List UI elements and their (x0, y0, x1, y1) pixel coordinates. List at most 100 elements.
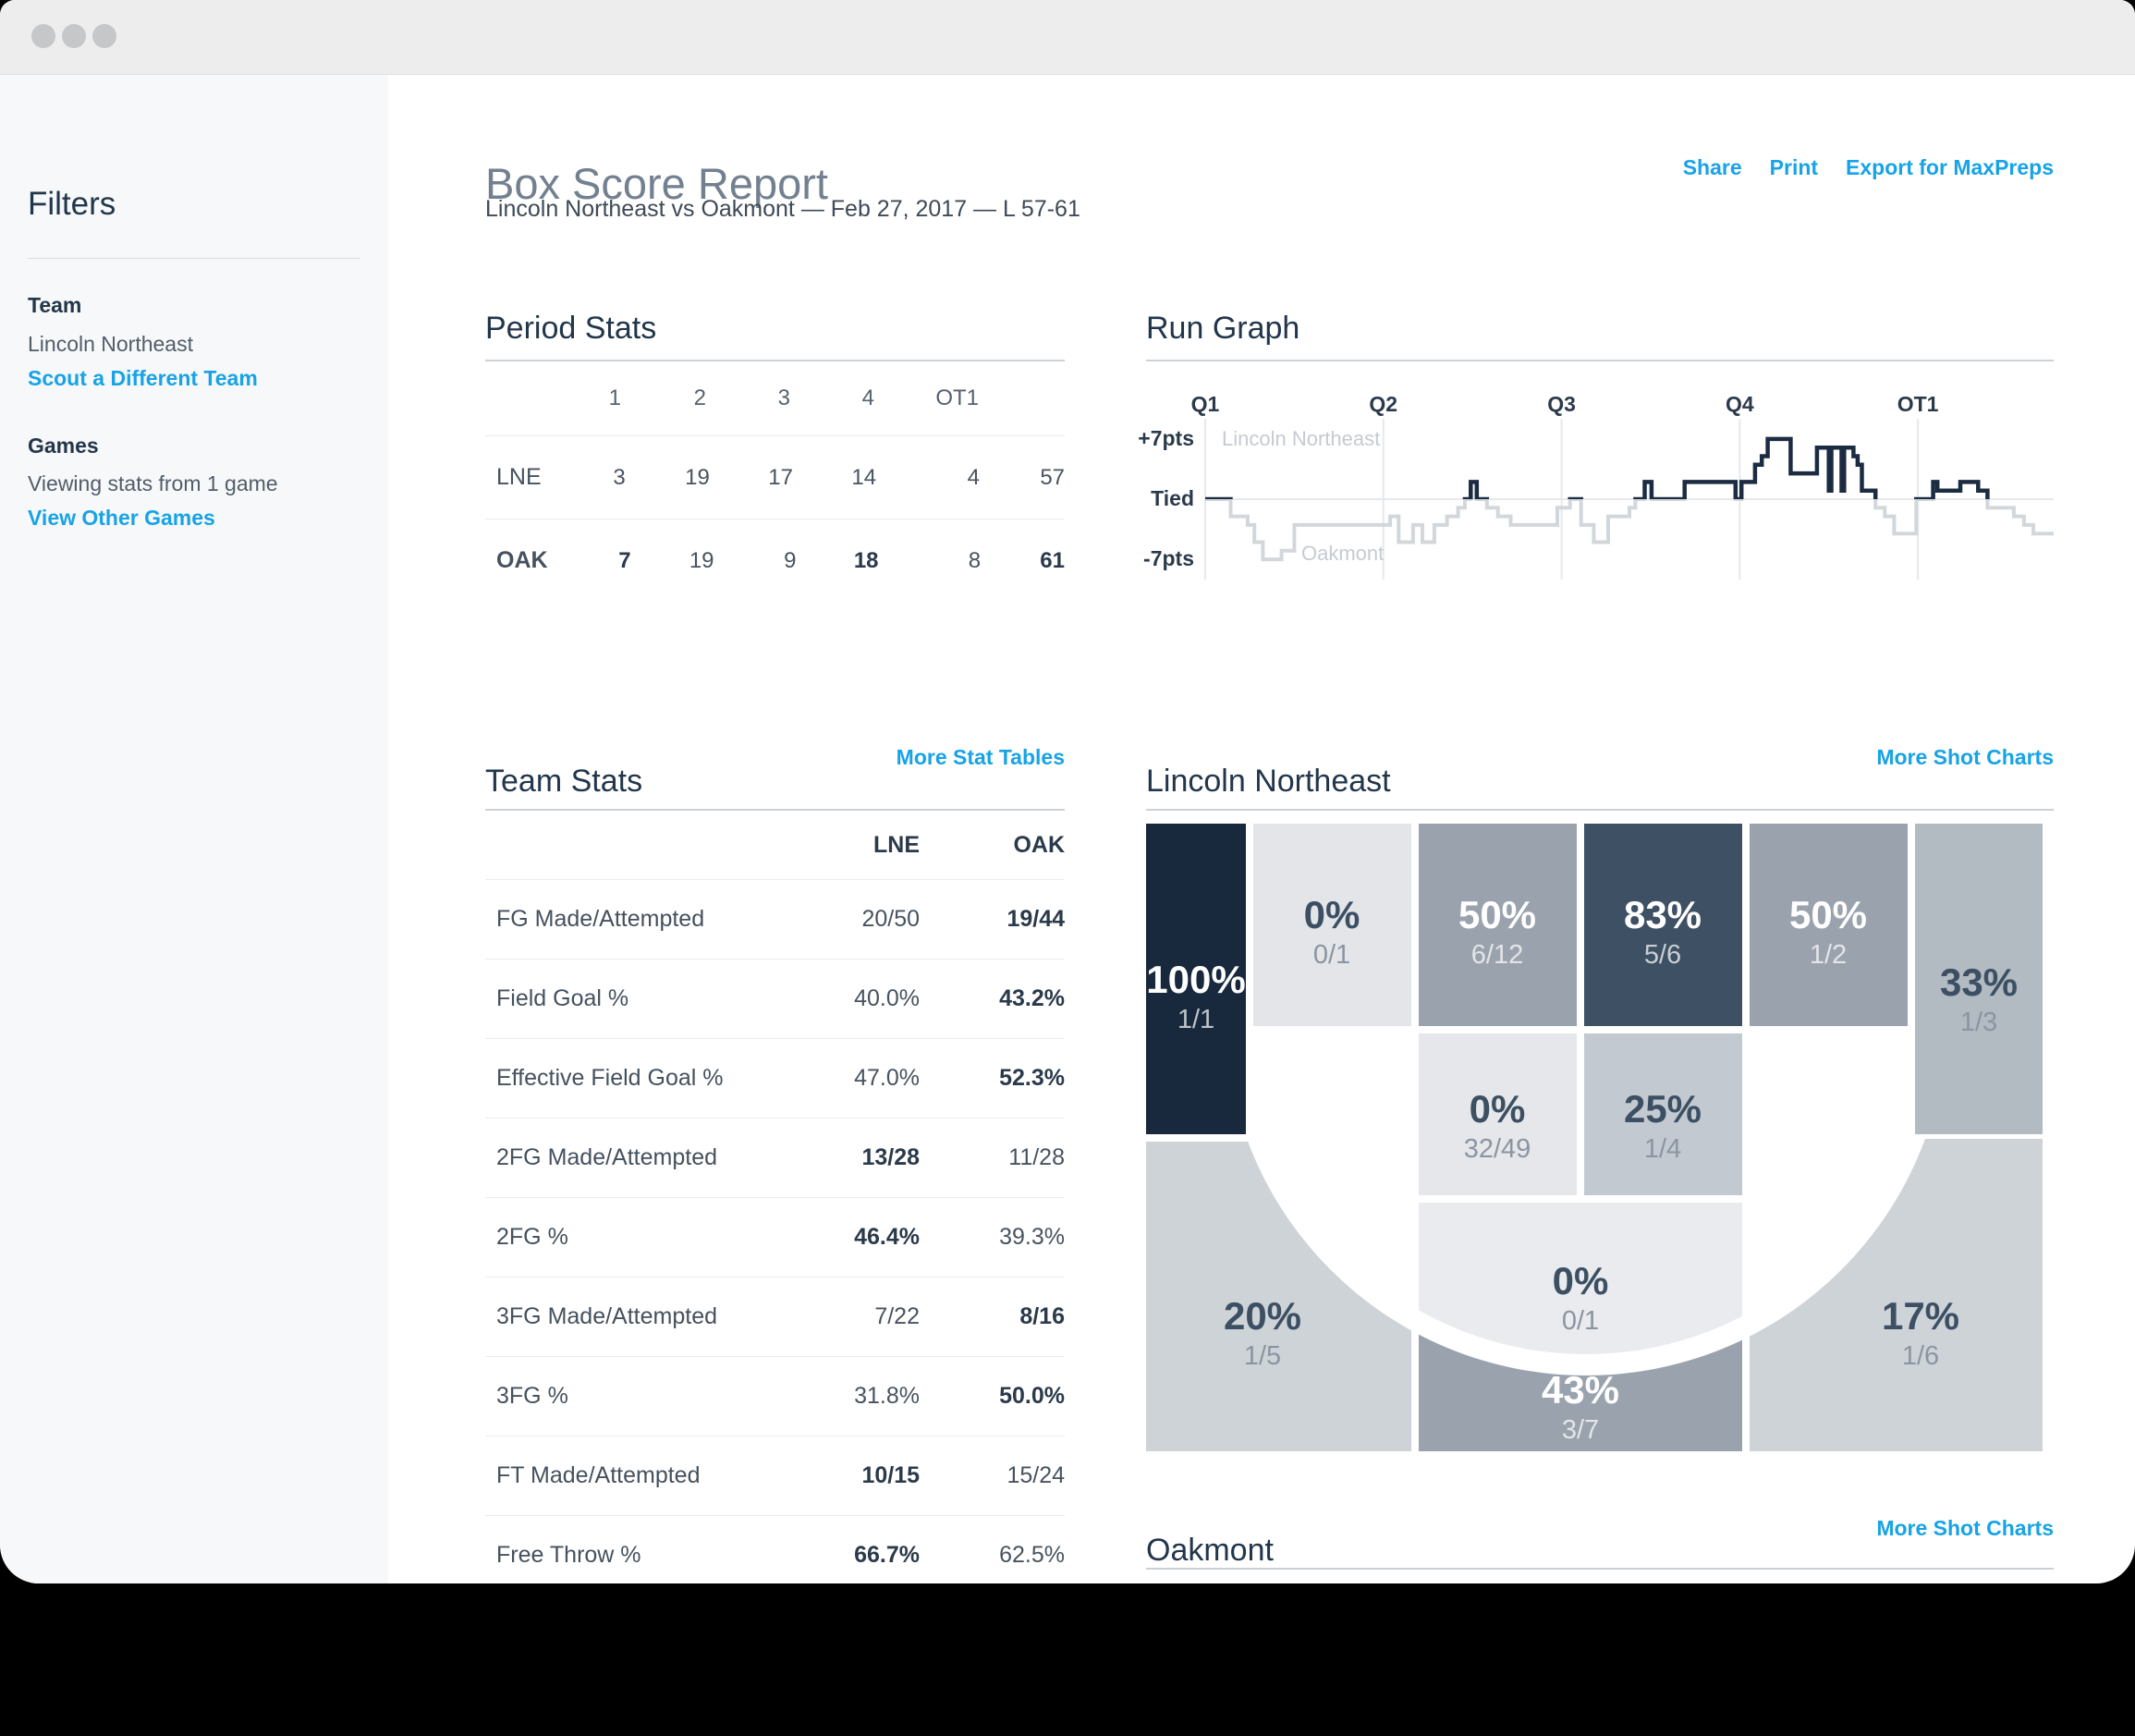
period-stats-title: Period Stats (485, 311, 657, 347)
shot-zone-pct: 0% (1552, 1259, 1609, 1302)
stat-value-lne: 7/22 (874, 1303, 920, 1329)
share-link[interactable]: Share (1682, 155, 1742, 179)
period-column-header: 3 (777, 385, 790, 410)
period-score-cell: 3 (613, 464, 626, 490)
period-score-cell: 19 (689, 547, 714, 573)
stat-value-oak: 19/44 (1006, 906, 1065, 932)
shot-zone-right-mid: 17% 1/6 (1882, 1295, 1959, 1375)
window-control-maximize-icon[interactable] (92, 24, 116, 48)
period-column-header: 2 (693, 385, 706, 410)
period-column-header: 4 (861, 385, 874, 410)
stat-label: 2FG Made/Attempted (496, 1144, 718, 1170)
oakmont-shot-chart-title: Oakmont (1146, 1533, 1274, 1569)
period-score-cell: 18 (853, 547, 879, 573)
team-stats-row: 3FG % 31.8% 50.0% (485, 1357, 1065, 1436)
run-graph-y-label: Tied (1151, 486, 1194, 510)
games-filter-label: Games (28, 434, 99, 458)
period-score-cell: 14 (851, 464, 877, 490)
stat-value-oak: 8/16 (1019, 1303, 1065, 1329)
stat-value-lne: 66.7% (854, 1542, 920, 1568)
shot-zone-paint-left: 0% 32/49 (1464, 1088, 1531, 1168)
shot-zone-pct: 25% (1623, 1087, 1702, 1131)
shot-zone-frac: 1/1 (1177, 1005, 1215, 1034)
shot-zone-pct: 83% (1623, 893, 1702, 936)
shot-zone-right-elbow-3: 50% 1/2 (1789, 894, 1867, 973)
run-graph-y-label: +7pts (1138, 426, 1194, 450)
shot-zone-pct: 33% (1939, 960, 2019, 1004)
shot-zone-frac: 1/5 (1243, 1341, 1282, 1371)
shot-zone-frac: 1/6 (1901, 1341, 1940, 1371)
stat-value-lne: 31.8% (854, 1383, 920, 1409)
app-window: Filters Team Lincoln Northeast Scout a D… (0, 0, 2135, 1583)
stat-value-oak: 52.3% (999, 1065, 1065, 1091)
shot-zone-frac: 0/1 (1561, 1306, 1600, 1336)
stat-label: 2FG % (496, 1224, 568, 1250)
team-stats-divider (485, 809, 1065, 811)
shot-zone-paint-right: 25% 1/4 (1624, 1088, 1702, 1168)
window-titlebar (0, 0, 2135, 75)
games-filter-status: Viewing stats from 1 game (28, 471, 278, 495)
stat-label: 3FG % (496, 1383, 568, 1409)
window-control-close-icon[interactable] (31, 24, 55, 48)
view-other-games-link[interactable]: View Other Games (28, 506, 215, 530)
run-graph-series-label-lne: Lincoln Northeast (1222, 427, 1381, 450)
print-link[interactable]: Print (1769, 155, 1819, 179)
shot-chart-heading-divider (1146, 809, 2054, 811)
shot-zone-left-elbow-3: 50% 6/12 (1458, 894, 1536, 973)
team-stats-row: 3FG Made/Attempted 7/22 8/16 (485, 1278, 1065, 1357)
sidebar-divider (28, 258, 360, 259)
run-graph-quarter-label: Q2 (1369, 392, 1398, 416)
team-stats-row: FT Made/Attempted 10/15 15/24 (485, 1436, 1065, 1516)
team-stats-row: FG Made/Attempted 20/50 19/44 (485, 880, 1065, 960)
stat-label: Field Goal % (496, 985, 629, 1011)
more-stat-tables-link[interactable]: More Stat Tables (896, 745, 1065, 769)
export-maxpreps-link[interactable]: Export for MaxPreps (1846, 155, 2054, 179)
period-column-header: OT1 (935, 385, 979, 410)
shot-zone-free-throw: 0% 0/1 (1553, 1260, 1609, 1339)
header-actions: Share Print Export for MaxPreps (1683, 155, 2054, 180)
more-shot-charts-link-oak[interactable]: More Shot Charts (1876, 1516, 2054, 1540)
run-graph-chart (1204, 419, 2054, 580)
period-score-cell: 57 (1040, 464, 1066, 490)
shot-chart-title: Lincoln Northeast (1146, 764, 1391, 800)
stat-value-oak: 43.2% (999, 985, 1065, 1011)
shot-zone-frac: 3/7 (1561, 1415, 1600, 1445)
run-graph-quarter-label: OT1 (1897, 392, 1939, 416)
stat-value-lne: 20/50 (861, 906, 920, 932)
scout-different-team-link[interactable]: Scout a Different Team (28, 366, 258, 390)
period-team-label: LNE (496, 464, 542, 490)
shot-zone-pct: 0% (1303, 893, 1360, 936)
period-score-cell: 19 (685, 464, 710, 490)
period-score-cell: 7 (618, 547, 631, 573)
shot-zone-frac: 1/2 (1809, 940, 1848, 970)
period-score-cell: 17 (768, 464, 793, 490)
shot-zone-pct: 17% (1881, 1294, 1960, 1338)
team-stats-row: Field Goal % 40.0% 43.2% (485, 960, 1065, 1039)
team-filter-value: Lincoln Northeast (28, 332, 193, 356)
stat-value-oak: 50.0% (999, 1383, 1065, 1409)
run-graph-divider (1146, 360, 2054, 361)
stat-value-lne: 10/15 (861, 1462, 920, 1488)
run-graph-series-label-oak: Oakmont (1301, 542, 1385, 565)
team-stats-row: Free Throw % 66.7% 62.5% (485, 1516, 1065, 1583)
period-stats-row: OAK 7 19 9 18 8 61 (485, 520, 1065, 602)
stat-label: Free Throw % (496, 1542, 641, 1568)
more-shot-charts-link-lne[interactable]: More Shot Charts (1876, 745, 2054, 769)
window-control-minimize-icon[interactable] (62, 24, 86, 48)
team-stats-row: 2FG Made/Attempted 13/28 11/28 (485, 1119, 1065, 1198)
shot-zone-left-corner-3: 100% 1/1 (1146, 959, 1245, 1038)
stat-label: Effective Field Goal % (496, 1065, 724, 1091)
stat-value-lne: 47.0% (854, 1065, 920, 1091)
team-stats-table: LNE OAK FG Made/Attempted 20/50 19/44 Field G… (485, 811, 1065, 1583)
period-stats-divider (485, 360, 1065, 361)
run-graph-y-label: -7pts (1143, 546, 1194, 570)
shot-chart-court (1146, 824, 2043, 1451)
team-stats-row: Effective Field Goal % 47.0% 52.3% (485, 1039, 1065, 1119)
run-graph-quarter-label: Q3 (1547, 392, 1576, 416)
shot-zone-frac: 0/1 (1312, 940, 1351, 970)
shot-zone-frac: 32/49 (1463, 1134, 1531, 1164)
game-summary: Lincoln Northeast vs Oakmont — Feb 27, 2… (485, 196, 1080, 222)
period-team-label: OAK (496, 547, 548, 573)
sidebar: Filters Team Lincoln Northeast Scout a D… (0, 75, 388, 1583)
shot-zone-pct: 43% (1541, 1368, 1620, 1412)
